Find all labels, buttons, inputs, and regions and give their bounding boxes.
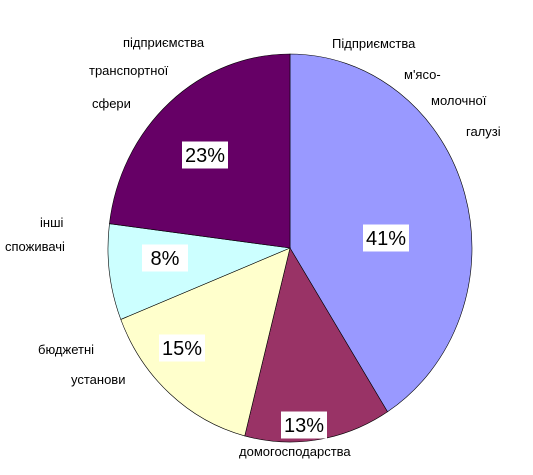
percent-label-budget-institutions: 15% <box>162 338 202 360</box>
category-label-meat-dairy-line3: молочної <box>431 93 487 108</box>
slice-budget-institutions <box>120 247 291 437</box>
percent-label-box <box>281 411 327 439</box>
category-label-meat-dairy-line2: м'ясо- <box>404 67 441 82</box>
category-label-meat-dairy-line1: Підприємства <box>332 36 416 51</box>
slice-households <box>244 247 388 443</box>
percent-label-box <box>142 244 188 272</box>
category-label-other-line2: споживачі <box>5 239 65 254</box>
percent-label-box <box>363 224 409 252</box>
percent-label-meat-dairy: 41% <box>366 228 406 250</box>
category-label-other-line1: інші <box>40 215 64 230</box>
category-label-meat-dairy-line4: галузі <box>466 124 501 139</box>
category-label-transport-line1: підприємства <box>123 35 205 50</box>
category-label-households: домогосподарства <box>239 444 351 459</box>
percent-label-other-consumers: 8% <box>151 248 180 270</box>
category-label-budget-line1: бюджетні <box>38 342 95 357</box>
category-label-budget-line2: установи <box>71 372 126 387</box>
percent-label-transport: 23% <box>185 145 225 167</box>
percent-label-box <box>182 141 228 169</box>
percent-label-box <box>159 334 205 362</box>
category-label-transport-line2: транспортної <box>89 63 169 78</box>
category-label-transport-line3: сфери <box>92 96 131 111</box>
percent-label-households: 13% <box>284 415 324 437</box>
